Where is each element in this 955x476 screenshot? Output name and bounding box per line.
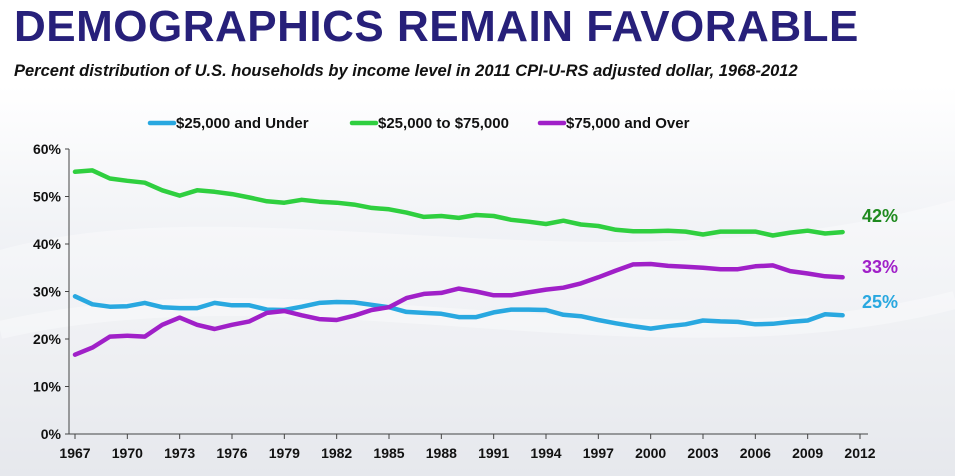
x-tick-label: 2012 <box>844 445 875 461</box>
legend-label-2: $25,000 to $75,000 <box>378 115 509 132</box>
y-tick-label: 10% <box>33 379 62 395</box>
x-tick-label: 2000 <box>635 445 666 461</box>
x-tick-label: 1976 <box>216 445 247 461</box>
end-label-3: 33% <box>862 257 898 277</box>
chart-subtitle: Percent distribution of U.S. households … <box>14 62 798 80</box>
end-labels: 25% 42% 33% <box>862 206 898 312</box>
x-tick-label: 1985 <box>373 445 404 461</box>
y-tick-label: 50% <box>33 189 62 205</box>
x-tick-label: 1979 <box>269 445 300 461</box>
legend: $25,000 and Under $25,000 to $75,000 $75,0… <box>147 115 690 132</box>
series-lines <box>72 168 845 357</box>
x-tick-label: 1973 <box>164 445 195 461</box>
x-tick-label: 2009 <box>792 445 823 461</box>
x-tick-label: 2003 <box>687 445 718 461</box>
x-tick-label: 2006 <box>740 445 771 461</box>
x-tick-label: 1997 <box>583 445 614 461</box>
series-line-1 <box>72 294 845 331</box>
y-tick-label: 20% <box>33 331 62 347</box>
x-tick-label: 1991 <box>478 445 509 461</box>
x-tick-label: 1982 <box>321 445 352 461</box>
y-tick-label: 0% <box>41 426 62 442</box>
series-line-3 <box>72 261 845 357</box>
page-title: DEMOGRAPHICS REMAIN FAVORABLE <box>14 2 859 51</box>
legend-label-1: $25,000 and Under <box>176 115 309 132</box>
x-axis: 1967 1970 1973 1976 1979 1982 1985 1988 1991 1994… <box>59 433 876 461</box>
y-axis: 0% 10% 20% 30% 40% 50% 60% <box>33 141 70 442</box>
x-tick-label: 1988 <box>426 445 457 461</box>
x-tick-label: 1970 <box>112 445 143 461</box>
x-tick-label: 1967 <box>59 445 90 461</box>
series-line-2 <box>72 168 845 238</box>
end-label-1: 25% <box>862 292 898 312</box>
legend-label-3: $75,000 and Over <box>566 115 690 132</box>
y-tick-label: 60% <box>33 141 62 157</box>
y-tick-label: 40% <box>33 236 62 252</box>
y-tick-label: 30% <box>33 284 62 300</box>
end-label-2: 42% <box>862 206 898 226</box>
x-tick-label: 1994 <box>530 445 561 461</box>
